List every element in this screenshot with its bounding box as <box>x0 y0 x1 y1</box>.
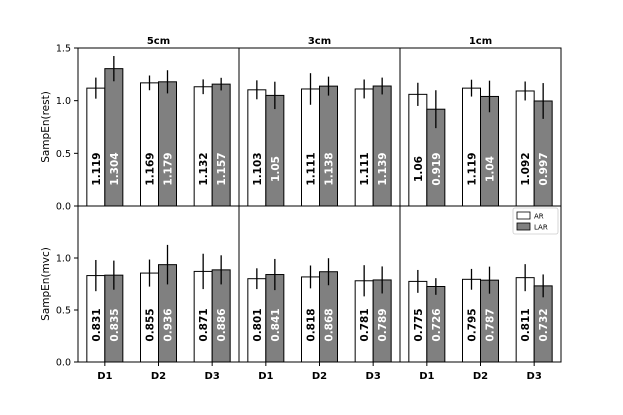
y-tick-label: 1.5 <box>56 44 71 55</box>
x-tick-label: D2 <box>473 371 488 382</box>
bar-value-label: 1.179 <box>163 152 175 185</box>
x-tick-label: D1 <box>419 371 434 382</box>
bar-value-label: 0.831 <box>91 308 103 341</box>
bar-value-label: 1.139 <box>377 152 389 185</box>
y-tick-label: 0.5 <box>56 306 71 317</box>
bar-value-label: 0.732 <box>538 308 550 341</box>
bar-value-label: 1.304 <box>109 152 121 185</box>
y-tick-label: 0.0 <box>56 202 71 213</box>
bar-lar <box>211 83 231 207</box>
bar-value-label: 1.05 <box>270 156 282 182</box>
bar-value-label: 0.775 <box>413 308 425 341</box>
bar-value-label: 1.103 <box>252 152 264 185</box>
x-tick-label: D3 <box>527 371 542 382</box>
bar-value-label: 0.801 <box>252 308 264 341</box>
bar-ar <box>301 88 320 207</box>
y-tick-label: 0.0 <box>56 358 71 369</box>
bar-lar <box>265 94 285 207</box>
legend-swatch <box>516 211 531 220</box>
bar-value-label: 0.997 <box>538 152 550 185</box>
bar-value-label: 0.787 <box>485 308 497 341</box>
bar-value-label: 1.119 <box>467 152 479 185</box>
bar-value-label: 0.919 <box>431 152 443 185</box>
x-tick-label: D2 <box>151 371 166 382</box>
bar-value-label: 1.138 <box>324 152 336 185</box>
legend-swatch <box>516 222 531 231</box>
bar-value-label: 1.119 <box>91 152 103 185</box>
bar-value-label: 1.132 <box>198 152 210 185</box>
bar-value-label: 0.781 <box>359 308 371 341</box>
legend: AR LAR <box>512 207 559 235</box>
bar-ar <box>462 87 481 207</box>
x-tick-label: D1 <box>97 371 112 382</box>
bar-value-label: 1.092 <box>520 152 532 185</box>
bar-lar <box>158 81 177 207</box>
bar-lar <box>480 95 499 207</box>
bar-ar <box>515 90 535 207</box>
legend-label: AR <box>534 213 544 221</box>
y-axis-title: SampEn(rest) <box>40 91 52 163</box>
bar-value-label: 0.811 <box>520 308 532 341</box>
bar-value-label: 1.111 <box>359 152 371 185</box>
bar-value-label: 1.157 <box>216 152 228 185</box>
panel-title: 3cm <box>308 36 331 47</box>
y-tick-label: 1.0 <box>56 254 71 265</box>
bar-value-label: 1.111 <box>306 152 318 185</box>
panel-title: 5cm <box>147 36 170 47</box>
y-axis-title: SampEn(mvc) <box>40 247 52 321</box>
bar-ar <box>140 82 159 207</box>
bar-value-label: 0.868 <box>324 308 336 341</box>
bar-ar <box>193 86 213 207</box>
bar-lar <box>372 85 392 207</box>
y-tick-label: 0.5 <box>56 149 71 160</box>
bar-value-label: 0.795 <box>467 308 479 341</box>
legend-label: LAR <box>534 224 548 232</box>
bar-value-label: 0.841 <box>270 308 282 341</box>
bar-value-label: 0.936 <box>163 308 175 341</box>
bar-value-label: 0.871 <box>198 308 210 341</box>
bar-ar <box>247 89 267 207</box>
bar-value-label: 0.726 <box>431 308 443 341</box>
bar-value-label: 0.818 <box>306 308 318 341</box>
bar-ar <box>408 93 428 207</box>
bar-value-label: 1.06 <box>413 156 425 182</box>
bar-value-label: 1.169 <box>145 152 157 185</box>
bar-lar <box>319 85 338 207</box>
bar-ar <box>354 88 374 207</box>
bar-value-label: 0.835 <box>109 308 121 341</box>
x-tick-label: D1 <box>258 371 273 382</box>
bar-value-label: 0.855 <box>145 308 157 341</box>
x-tick-label: D3 <box>205 371 220 382</box>
panel-frame <box>399 205 562 363</box>
y-tick-label: 1.0 <box>56 96 71 107</box>
x-tick-label: D2 <box>312 371 327 382</box>
bar-value-label: 0.789 <box>377 308 389 341</box>
x-tick-label: D3 <box>366 371 381 382</box>
bar-ar <box>86 87 106 207</box>
panel-title: 1cm <box>469 36 492 47</box>
bar-value-label: 0.886 <box>216 308 228 341</box>
bar-value-label: 1.04 <box>485 156 497 182</box>
